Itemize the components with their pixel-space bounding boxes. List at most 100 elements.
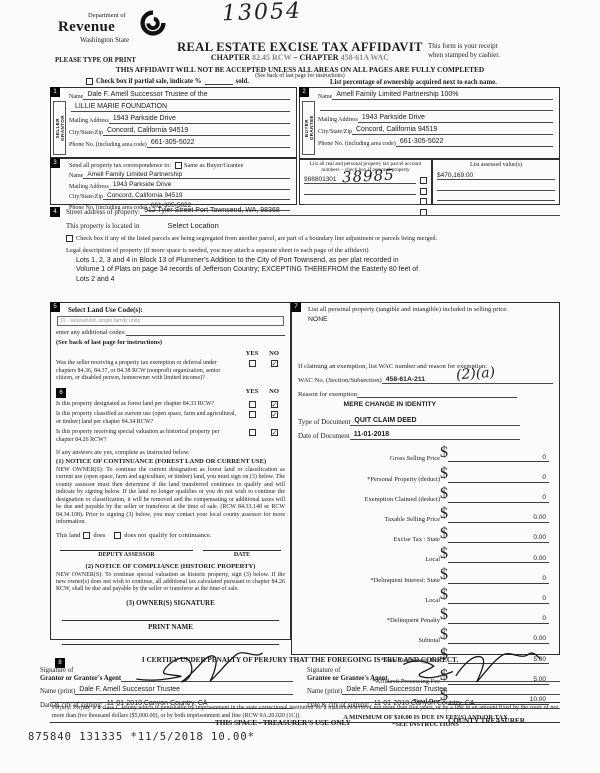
parcel-value-2[interactable] bbox=[304, 187, 416, 195]
buyer-phone-label: Phone No. (including area code) bbox=[318, 141, 396, 148]
grantee-signature-line[interactable] bbox=[387, 674, 560, 682]
land-use-code-input[interactable]: 11 - Household, single family units bbox=[57, 316, 284, 326]
wac-number-value[interactable]: 458-61A-211 bbox=[381, 376, 442, 385]
personal-property-heading: List all personal property (tangible and… bbox=[308, 306, 508, 313]
parcel-numbers-box: List all real and personal property tax … bbox=[299, 158, 432, 216]
wac-number-extra-line[interactable] bbox=[441, 376, 553, 385]
partial-sale-percent-field[interactable] bbox=[204, 84, 233, 85]
exemption-no-checkbox[interactable]: ✓ bbox=[270, 360, 278, 368]
print-name-line[interactable] bbox=[62, 643, 279, 645]
fee-value-personal[interactable]: 0 bbox=[448, 474, 549, 483]
assessed-value-1[interactable]: $470,169.00 bbox=[437, 172, 555, 180]
same-as-buyer-checkbox[interactable] bbox=[174, 162, 182, 169]
type-of-document-value[interactable]: QUIT CLAIM DEED bbox=[350, 417, 521, 427]
land-use-see-back: (See back of last page for instructions) bbox=[56, 339, 163, 346]
forest-no-checkbox[interactable]: ✓ bbox=[270, 400, 278, 409]
does-label: does bbox=[93, 531, 106, 539]
dollar-sign: $ bbox=[440, 525, 448, 543]
street-address-label: Street address of property: bbox=[66, 208, 141, 217]
historic-yes-checkbox[interactable] bbox=[248, 429, 256, 436]
parcel-checkbox-2[interactable] bbox=[420, 187, 427, 195]
does-not-checkbox[interactable] bbox=[114, 531, 122, 539]
seller-phone-value[interactable]: 661-305-5022 bbox=[146, 139, 290, 149]
section-number-2: 2 bbox=[299, 87, 309, 97]
date-of-document-value[interactable]: 11-01-2018 bbox=[349, 431, 520, 441]
seller-grantor-box: 1 SELLER GRANTOR Name Dale F. Amell Succe… bbox=[50, 87, 297, 158]
section-number-4: 4 bbox=[50, 207, 60, 217]
additional-codes-value[interactable] bbox=[125, 328, 285, 336]
parcel-checkbox-3[interactable] bbox=[420, 198, 427, 206]
buyer-city-label: City/State/Zip bbox=[318, 129, 352, 136]
section-number-6: 6 bbox=[56, 387, 66, 398]
forest-yes-checkbox[interactable] bbox=[248, 400, 256, 408]
grantee-agent-label: Grantee or Grantee's Agent bbox=[307, 675, 388, 682]
reason-exemption-line[interactable] bbox=[357, 390, 518, 399]
segregated-checkbox[interactable] bbox=[66, 235, 73, 243]
logo-line1: Department of bbox=[88, 12, 126, 19]
fee-value-processing-fee[interactable]: 5.00 bbox=[448, 676, 549, 685]
owners-signature-line[interactable] bbox=[62, 619, 279, 621]
personal-property-value[interactable]: NONE bbox=[308, 315, 328, 323]
located-in-value[interactable]: Select Location bbox=[167, 221, 219, 231]
fee-label-total-due: Total Due bbox=[412, 697, 440, 705]
current-use-yes-checkbox[interactable] bbox=[248, 411, 256, 418]
parcel-value-3[interactable] bbox=[304, 197, 416, 206]
grantor-name-print-value[interactable]: Dale F. Amell Successor Trustee bbox=[75, 686, 293, 696]
buyer-address-value[interactable]: 1943 Parkside Drive bbox=[357, 114, 553, 124]
fee-value-excise-state[interactable]: 0.00 bbox=[448, 534, 549, 544]
seller-city-value[interactable]: Concord, California 94519 bbox=[103, 127, 290, 137]
exemption-yes-checkbox[interactable] bbox=[248, 360, 256, 367]
legal-description-label: Legal description of property (if more s… bbox=[66, 247, 369, 255]
buyer-name-value2[interactable] bbox=[320, 103, 553, 112]
does-checkbox[interactable] bbox=[83, 531, 91, 539]
minimum-due-note: A MINIMUM OF $10.00 IS DUE IN FEE(S) AND… bbox=[343, 713, 508, 721]
corr-city-value[interactable]: Concord, California 94519 bbox=[103, 192, 290, 201]
corr-phone-value[interactable]: 661-305-5022 bbox=[146, 202, 290, 211]
owners-signature-heading: (3) OWNER(S) SIGNATURE bbox=[126, 598, 215, 607]
property-section: 4 Street address of property: 912 Tyler … bbox=[50, 207, 560, 284]
fee-value-taxable[interactable]: 0.00 bbox=[448, 514, 549, 524]
grantor-date-value[interactable]: 11-01-2018 Canyon Country, CA bbox=[102, 700, 293, 710]
buyer-side-label: BUYER GRANTEE bbox=[302, 101, 315, 155]
seller-name-value2[interactable]: LILLIE MARIE FOUNDATION bbox=[71, 103, 290, 113]
see-instructions-note: *SEE INSTRUCTIONS bbox=[392, 720, 459, 728]
fee-value-local1[interactable]: 0.00 bbox=[448, 555, 549, 564]
corr-city-label: City/State/Zip bbox=[69, 194, 103, 201]
seller-phone-label: Phone No. (including area code) bbox=[69, 142, 147, 149]
buyer-address-label: Mailing Address bbox=[318, 117, 358, 124]
seller-name-value[interactable]: Dale F. Amell Successor Trustee of the bbox=[83, 91, 290, 101]
buyer-name-value[interactable]: Amell Family Limited Partnership 100% bbox=[332, 91, 553, 101]
buyer-city-value[interactable]: Concord, California 94519 bbox=[352, 126, 553, 136]
chapter-label1: CHAPTER bbox=[210, 53, 251, 62]
street-address-value[interactable]: 912 Tyler Street Port Townsend, WA, 9836… bbox=[140, 207, 560, 217]
chapter-wac: 458-61A WAC bbox=[340, 53, 390, 62]
compliance-body: NEW OWNER(S): To continue special valuat… bbox=[56, 571, 285, 593]
grantee-date-value[interactable]: 11-01-2018 Canyon Country, CA bbox=[369, 700, 560, 710]
fee-value-gross[interactable]: 0 bbox=[448, 454, 549, 463]
historic-no-checkbox[interactable]: ✓ bbox=[270, 429, 278, 437]
parcel-value-1[interactable]: 988801301 bbox=[304, 176, 416, 185]
assessed-value-2[interactable] bbox=[437, 183, 555, 191]
assessed-value-3[interactable] bbox=[437, 193, 555, 201]
partial-sale-checkbox[interactable] bbox=[86, 78, 93, 85]
fee-value-delinq-penalty[interactable]: 0 bbox=[448, 615, 549, 624]
seller-address-value[interactable]: 1943 Parkside Drive bbox=[108, 115, 290, 125]
current-use-no-checkbox[interactable]: ✓ bbox=[270, 411, 278, 419]
parcel-checkbox-1[interactable] bbox=[420, 177, 427, 185]
seller-name-label: Name bbox=[69, 94, 84, 101]
corr-address-value[interactable]: 1943 Parkside Drive bbox=[108, 181, 290, 190]
corr-name-value[interactable]: Amell Family Limited Partnership bbox=[83, 171, 290, 180]
form-title: REAL ESTATE EXCISE TAX AFFIDAVIT bbox=[177, 40, 423, 54]
handwritten-wac-subsection: (2)(a) bbox=[455, 364, 496, 383]
grantor-signature-line[interactable] bbox=[121, 674, 293, 682]
land-use-heading: Select Land Use Code(s): bbox=[68, 306, 143, 314]
fee-value-exemption[interactable]: 0 bbox=[448, 494, 549, 503]
fee-value-total-due[interactable]: 10.00 bbox=[448, 696, 549, 705]
fee-value-delinq-interest[interactable]: 0 bbox=[448, 575, 549, 584]
buyer-phone-value[interactable]: 661-305-5022 bbox=[395, 138, 553, 148]
grantor-signature bbox=[135, 651, 265, 690]
dollar-sign: $ bbox=[440, 545, 448, 563]
grantee-name-print-value[interactable]: Dale F. Amell Successor Trustee bbox=[342, 686, 560, 696]
fee-value-subtotal[interactable]: 0.00 bbox=[448, 635, 549, 645]
fee-value-local2[interactable]: 0 bbox=[448, 595, 549, 604]
